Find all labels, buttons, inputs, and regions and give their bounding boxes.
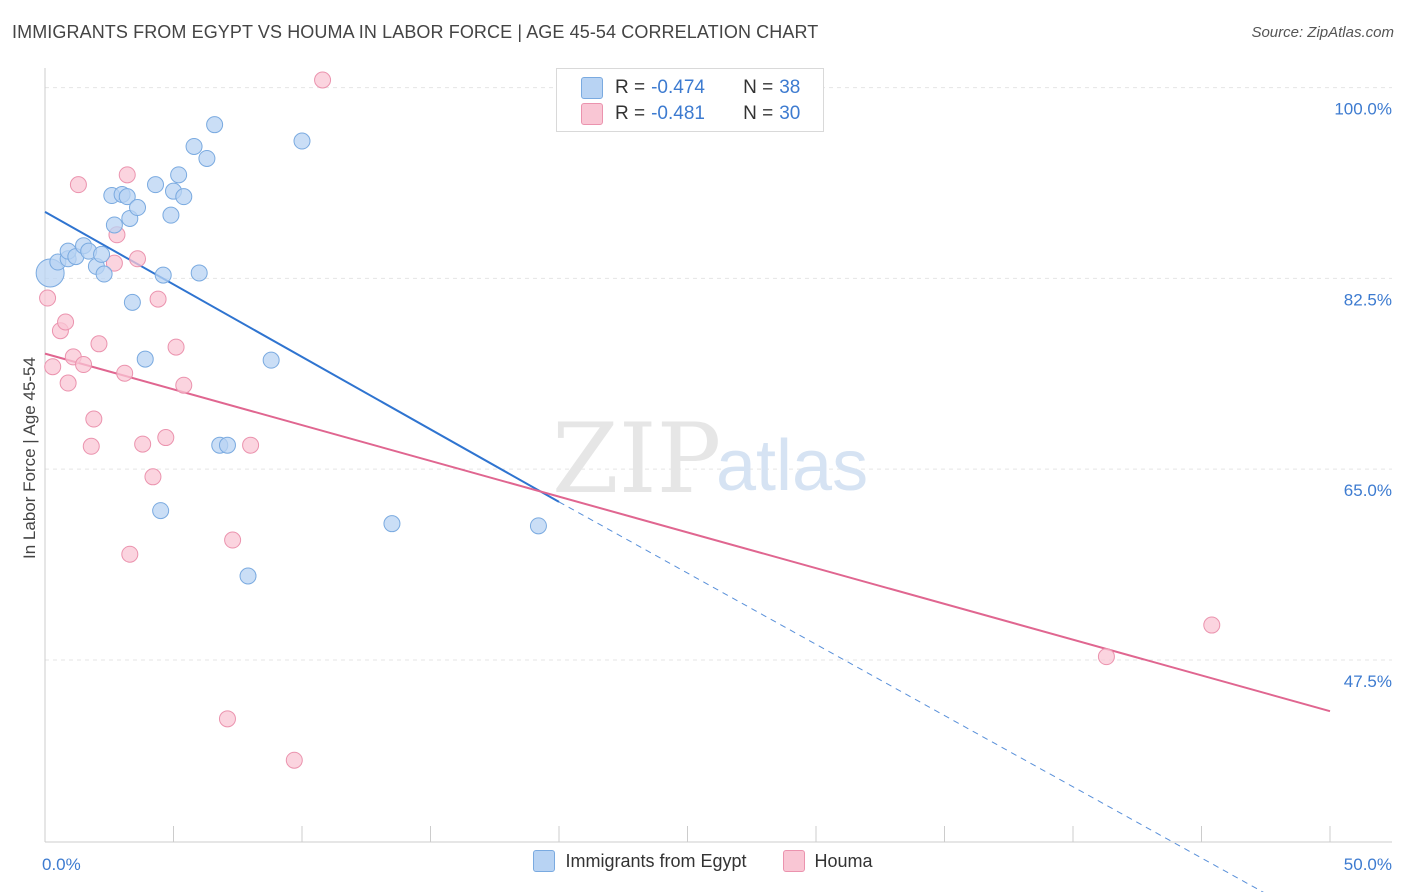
point-houma	[90, 335, 108, 353]
legend-row-egypt: R = -0.474 N = 38	[581, 75, 800, 101]
point-egypt	[105, 216, 123, 234]
point-egypt	[218, 436, 236, 454]
point-houma	[129, 250, 147, 268]
y-tick-label: 65.0%	[1344, 481, 1392, 500]
point-houma	[314, 71, 332, 89]
point-houma	[242, 436, 260, 454]
point-egypt	[175, 188, 193, 206]
point-egypt	[95, 265, 113, 283]
y-tick-label: 82.5%	[1344, 290, 1392, 309]
point-houma	[134, 435, 152, 453]
legend-n-value-egypt: 38	[779, 77, 801, 98]
point-houma	[149, 290, 167, 308]
legend-row-houma: R = -0.481 N = 30	[581, 101, 800, 127]
data-points	[35, 71, 1221, 769]
series-swatch-egypt	[533, 850, 556, 872]
legend-swatch-houma	[581, 103, 603, 125]
point-houma	[85, 410, 103, 428]
trend-line-egypt-extrapolated	[558, 501, 1264, 892]
correlation-legend: R = -0.474 N = 38 R = -0.481 N = 30	[556, 68, 824, 132]
x-tick-label: 50.0%	[1344, 855, 1392, 874]
trend-line-houma	[44, 352, 1331, 713]
trend-lines	[44, 211, 1331, 892]
series-legend-houma[interactable]: Houma	[782, 850, 873, 872]
point-houma	[82, 437, 100, 455]
point-houma	[44, 358, 62, 376]
series-name-egypt: Immigrants from Egypt	[565, 850, 747, 871]
series-legend: Immigrants from Egypt Houma	[0, 850, 1406, 872]
trend-line-egypt	[44, 211, 560, 503]
legend-n-label: N =	[743, 103, 774, 124]
point-houma	[157, 429, 175, 447]
legend-n-label: N =	[743, 77, 774, 98]
legend-swatch-egypt	[581, 77, 603, 99]
point-houma	[69, 176, 87, 194]
point-egypt	[147, 176, 165, 194]
point-egypt	[93, 245, 111, 263]
point-egypt	[383, 515, 401, 533]
point-egypt	[262, 351, 280, 369]
point-houma	[57, 313, 75, 331]
y-tick-label: 100.0%	[1334, 100, 1392, 119]
point-egypt	[123, 293, 141, 311]
point-egypt	[118, 188, 136, 206]
x-tick-label: 0.0%	[42, 855, 81, 874]
legend-r-label: R =	[615, 103, 646, 124]
watermark-atlas: atlas	[716, 426, 868, 506]
point-egypt	[529, 517, 547, 535]
y-tick-label: 47.5%	[1344, 672, 1392, 691]
point-egypt	[162, 206, 180, 224]
point-houma	[118, 166, 136, 184]
point-egypt	[152, 502, 170, 520]
point-houma	[121, 545, 139, 563]
point-houma	[175, 376, 193, 394]
point-egypt	[170, 166, 188, 184]
point-houma	[116, 364, 134, 382]
tick-labels: 100.0% 82.5% 65.0% 47.5% 0.0% 50.0%	[42, 100, 1392, 874]
legend-r-value-houma: -0.481	[651, 103, 705, 124]
legend-n-value-houma: 30	[779, 103, 801, 124]
point-egypt	[154, 266, 172, 284]
point-houma	[1203, 616, 1221, 634]
point-houma	[218, 710, 236, 728]
point-egypt	[136, 350, 154, 368]
point-houma	[105, 254, 123, 272]
point-houma	[59, 374, 77, 392]
point-egypt	[239, 567, 257, 585]
chart-title: IMMIGRANTS FROM EGYPT VS HOUMA IN LABOR …	[12, 22, 819, 42]
axes	[44, 68, 1392, 843]
y-axis-label: In Labor Force | Age 45-54	[20, 357, 39, 559]
point-houma	[144, 468, 162, 486]
legend-r-label: R =	[615, 77, 646, 98]
point-egypt	[190, 264, 208, 282]
point-houma	[1097, 648, 1115, 666]
series-legend-egypt[interactable]: Immigrants from Egypt	[533, 850, 747, 872]
point-egypt	[185, 137, 203, 155]
point-egypt	[206, 116, 224, 134]
point-egypt	[129, 199, 147, 217]
point-houma	[285, 751, 303, 769]
point-houma	[224, 531, 242, 549]
point-egypt	[293, 132, 311, 150]
legend-r-value-egypt: -0.474	[651, 77, 705, 98]
point-houma	[75, 356, 93, 374]
source-note: Source: ZipAtlas.com	[1251, 24, 1394, 41]
series-swatch-houma	[782, 850, 805, 872]
point-houma	[39, 289, 57, 307]
point-houma	[167, 338, 185, 356]
watermark-zip: ZIP	[552, 403, 721, 515]
series-name-houma: Houma	[814, 850, 873, 871]
point-egypt	[198, 149, 216, 167]
